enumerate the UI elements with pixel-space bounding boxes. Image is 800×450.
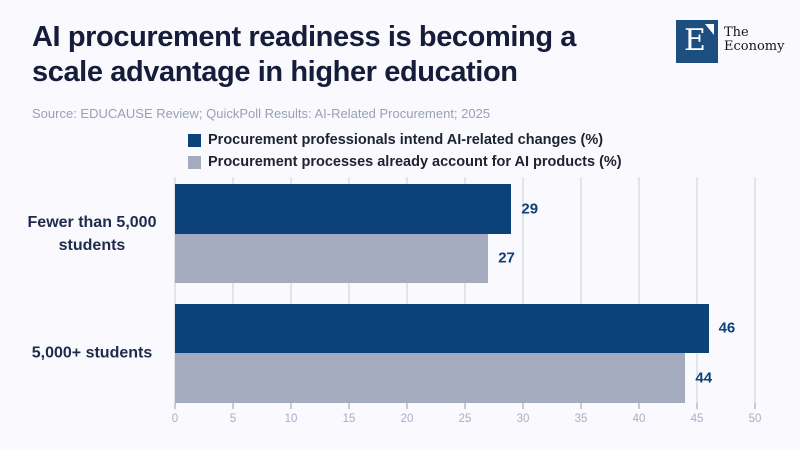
category-label: Fewer than 5,000 students	[27, 213, 157, 254]
bar	[175, 353, 686, 403]
gridline	[580, 177, 582, 403]
legend-swatch-already	[188, 156, 201, 169]
gridline	[754, 177, 756, 403]
axis-tick-label: 25	[458, 413, 472, 425]
brand-logo: E The Economy	[676, 20, 786, 64]
axis-tick-label: 20	[400, 413, 414, 425]
legend-label-intend: Procurement professionals intend AI-rela…	[208, 132, 604, 148]
legend-label-already: Procurement processes already account fo…	[208, 154, 622, 170]
axis-tick	[290, 403, 292, 409]
value-label: 46	[718, 319, 736, 337]
chart-legend: Procurement professionals intend AI-rela…	[188, 133, 622, 177]
gridline	[696, 177, 698, 403]
logo-accent-mark-icon	[705, 24, 714, 35]
gridline	[174, 177, 176, 403]
legend-item-already: Procurement processes already account fo…	[188, 155, 622, 170]
gridline	[522, 177, 524, 403]
axis-tick	[522, 403, 524, 409]
bar	[175, 233, 489, 283]
value-label: 44	[695, 369, 713, 387]
logo-brand-line1: The	[724, 25, 749, 40]
axis-tick-label: 15	[342, 413, 356, 425]
axis-tick	[638, 403, 640, 409]
axis-tick-label: 10	[284, 413, 298, 425]
axis-tick-label: 35	[574, 413, 588, 425]
gridline	[348, 177, 350, 403]
bar	[175, 184, 512, 234]
logo-letter-e: E	[684, 23, 706, 58]
gridline	[464, 177, 466, 403]
axis-tick	[348, 403, 350, 409]
axis-tick	[464, 403, 466, 409]
page-title: AI procurement readiness is becoming a s…	[32, 20, 576, 90]
legend-swatch-intend	[188, 134, 201, 147]
bar	[175, 303, 709, 353]
logo-square: E	[676, 20, 718, 63]
axis-tick	[696, 403, 698, 409]
category-label: 5,000+ students	[31, 344, 153, 362]
axis-tick	[580, 403, 582, 409]
axis-tick-label: 30	[516, 413, 530, 425]
axis-tick-label: 45	[690, 413, 704, 425]
axis-tick-label: 0	[171, 413, 179, 425]
page-title-line1: AI procurement readiness is becoming a	[32, 21, 577, 53]
axis-tick-label: 40	[632, 413, 646, 425]
axis-tick	[232, 403, 234, 409]
axis-tick-label: 5	[229, 413, 237, 425]
axis-tick	[754, 403, 756, 409]
logo-brand-name: The Economy	[724, 26, 784, 54]
gridline	[232, 177, 234, 403]
axis-tick-label: 50	[748, 413, 762, 425]
page-title-line2: scale advantage in higher education	[32, 56, 518, 88]
source-note: Source: EDUCAUSE Review; QuickPoll Resul…	[32, 106, 491, 121]
gridline	[290, 177, 292, 403]
value-label: 27	[498, 249, 515, 267]
gridline	[638, 177, 640, 403]
axis-tick	[174, 403, 176, 409]
value-label: 29	[521, 200, 539, 218]
axis-tick	[406, 403, 408, 409]
legend-item-intend: Procurement professionals intend AI-rela…	[188, 133, 622, 148]
gridline	[406, 177, 408, 403]
logo-brand-line2: Economy	[724, 39, 785, 54]
